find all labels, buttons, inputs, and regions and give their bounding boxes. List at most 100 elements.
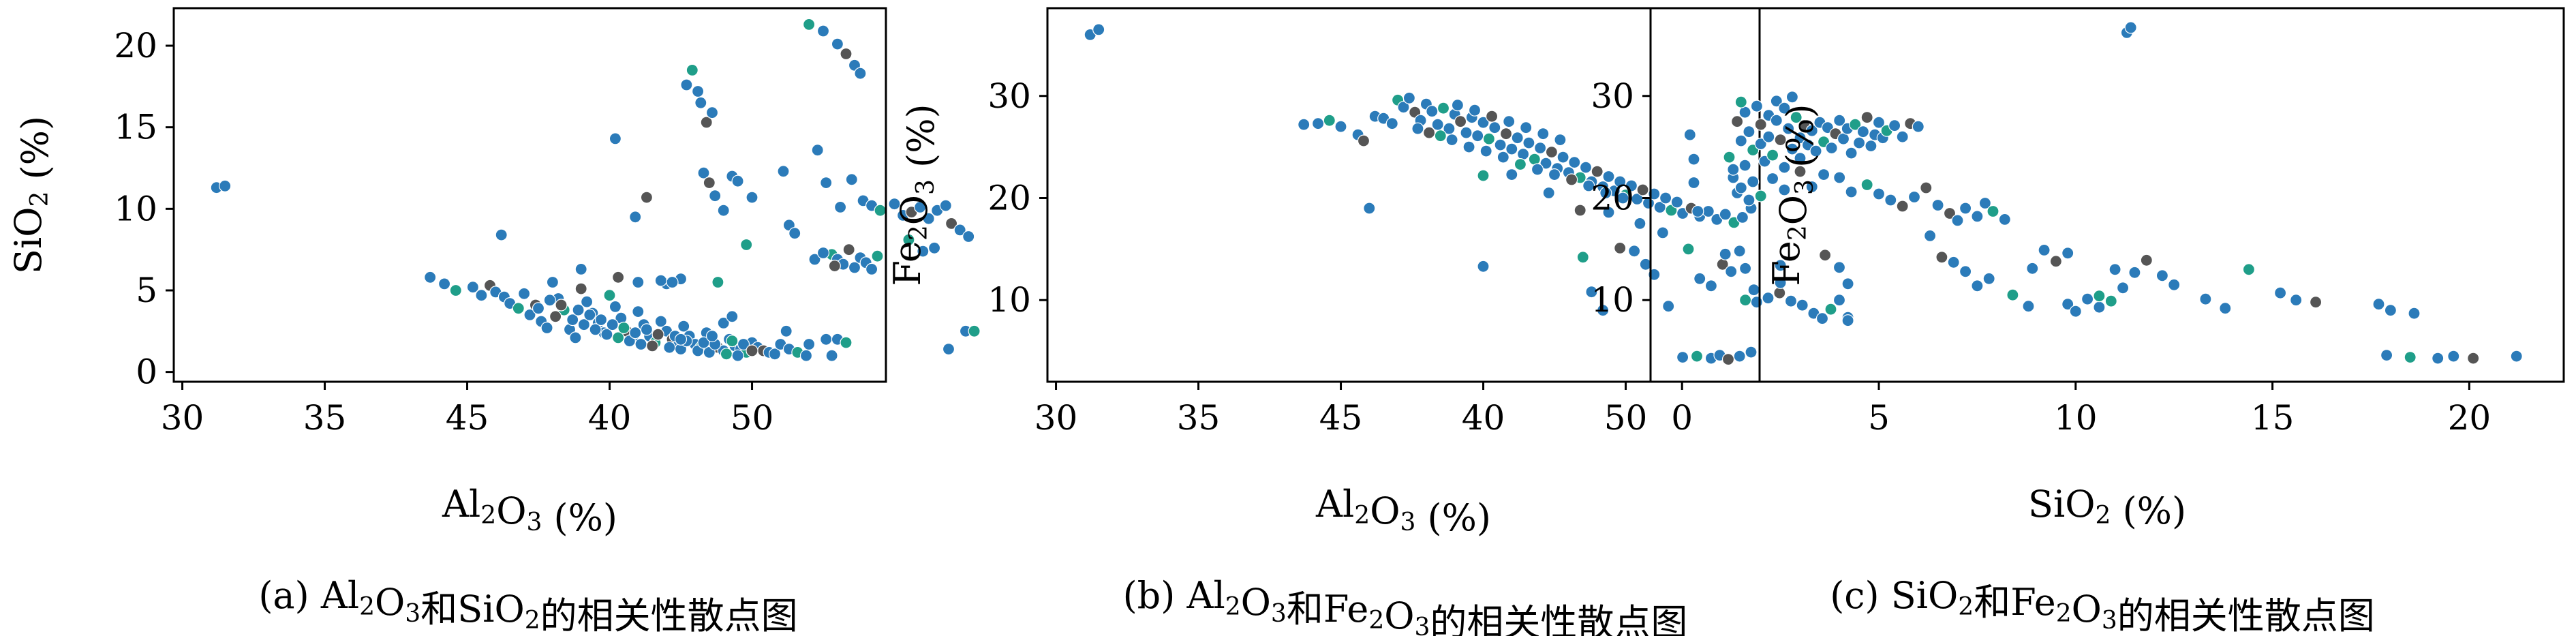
data-point xyxy=(1411,122,1424,135)
data-point xyxy=(802,18,816,31)
data-point xyxy=(1357,134,1370,147)
data-point xyxy=(1656,226,1669,239)
x-tick-label: 0 xyxy=(1671,398,1693,438)
data-point xyxy=(2242,263,2255,276)
data-point xyxy=(1833,171,1846,184)
data-point xyxy=(2380,348,2393,362)
data-point xyxy=(1987,205,1999,218)
data-point xyxy=(654,315,667,328)
x-axis-label: SiO2 (%) xyxy=(2028,483,2186,532)
data-point xyxy=(1833,261,1846,274)
data-point xyxy=(1872,187,1886,200)
data-point xyxy=(1614,175,1627,188)
y-tick-label: 10 xyxy=(1591,280,1634,320)
data-point xyxy=(737,337,750,351)
data-point xyxy=(1856,125,1869,138)
data-point xyxy=(1982,272,1995,285)
data-point xyxy=(1762,292,1775,305)
x-tick-label: 20 xyxy=(2448,398,2491,438)
chart-panel-a: 30 35 45 40 50 0 5 10 15 20 Al2O3 (%) SiO2 (%) (a) A… xyxy=(7,7,981,636)
data-point xyxy=(1402,91,1415,104)
data-point xyxy=(1468,104,1482,117)
data-point xyxy=(1614,241,1627,254)
y-tick-label: 20 xyxy=(114,26,157,65)
data-point xyxy=(1743,125,1755,138)
data-point xyxy=(2156,269,2168,282)
x-tick-label: 40 xyxy=(1462,398,1505,438)
data-point xyxy=(1528,153,1541,166)
data-point xyxy=(606,318,619,331)
data-point xyxy=(632,275,645,289)
data-point xyxy=(1477,260,1490,273)
data-point xyxy=(1734,134,1747,147)
data-point xyxy=(854,67,867,80)
data-point xyxy=(1719,247,1732,260)
data-point xyxy=(569,331,582,344)
data-point xyxy=(1311,117,1325,130)
data-point xyxy=(731,349,744,362)
data-point xyxy=(2022,300,2035,313)
data-point xyxy=(1845,147,1858,160)
data-point xyxy=(663,341,676,354)
data-point xyxy=(746,344,758,357)
data-point xyxy=(1754,190,1767,202)
data-point xyxy=(2049,255,2062,268)
data-point xyxy=(583,308,596,321)
data-point xyxy=(1924,229,1937,242)
data-point xyxy=(572,303,585,316)
data-point xyxy=(1796,299,1809,312)
data-point xyxy=(2061,298,2074,311)
data-point xyxy=(1434,130,1447,142)
data-point xyxy=(1845,185,1858,198)
panel-caption: (c) SiO2和Fe2O3的相关性散点图 xyxy=(1830,574,2375,636)
data-point xyxy=(577,318,591,331)
data-point xyxy=(1805,180,1818,194)
data-point xyxy=(717,204,730,217)
data-point xyxy=(2199,292,2212,305)
data-point xyxy=(1653,200,1666,214)
data-point xyxy=(2432,352,2444,365)
data-point xyxy=(1770,95,1783,108)
data-point xyxy=(632,305,645,318)
data-point xyxy=(1602,170,1615,183)
data-point xyxy=(1734,95,1747,108)
data-point xyxy=(1754,118,1767,131)
data-point xyxy=(917,245,930,258)
data-point xyxy=(1505,142,1518,155)
data-point xyxy=(677,320,690,333)
y-axis-label: Fe2O3 (%) xyxy=(886,104,942,286)
x-tick-label: 40 xyxy=(588,398,632,438)
data-point xyxy=(2168,278,2181,291)
data-point xyxy=(2093,290,2106,303)
data-point xyxy=(788,227,801,240)
data-point xyxy=(2140,254,2153,267)
data-point xyxy=(629,327,642,339)
data-point xyxy=(768,348,782,361)
data-point xyxy=(532,302,545,315)
data-point xyxy=(589,323,602,336)
data-point xyxy=(1557,151,1569,164)
data-point xyxy=(1599,186,1612,200)
data-point xyxy=(1860,178,1873,192)
data-point xyxy=(523,308,536,321)
x-axis-label: Al2O3 (%) xyxy=(1315,483,1491,539)
data-point xyxy=(666,275,679,289)
y-tick-label: 10 xyxy=(114,189,157,228)
data-point xyxy=(1670,196,1683,209)
x-tick-label: 50 xyxy=(731,398,774,438)
y-tick-label: 20 xyxy=(1591,178,1634,217)
data-point xyxy=(1888,119,1901,132)
data-point xyxy=(1676,350,1689,364)
data-point xyxy=(219,179,232,192)
data-point xyxy=(1636,183,1649,196)
data-point xyxy=(1896,200,1909,213)
data-point xyxy=(574,282,587,295)
data-point xyxy=(1520,121,1533,134)
data-point xyxy=(1687,176,1700,190)
data-point xyxy=(580,295,594,308)
data-point xyxy=(1750,100,1763,112)
data-point xyxy=(833,200,847,213)
data-point xyxy=(842,243,855,256)
data-point xyxy=(1774,276,1787,289)
data-point xyxy=(711,275,724,289)
